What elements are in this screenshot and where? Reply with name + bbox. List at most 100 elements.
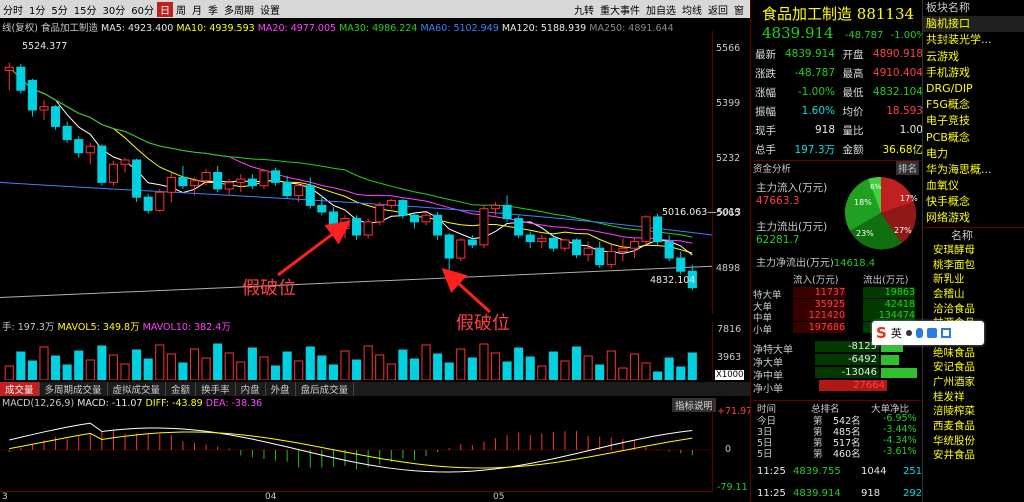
macd-chart[interactable]	[0, 410, 712, 490]
indicator-tab-2[interactable]: 虚拟成交量	[108, 382, 167, 396]
stock-item[interactable]: 涪陵榨菜	[933, 405, 975, 418]
net-row: 净大单 -6492	[753, 354, 921, 369]
svg-text:18%: 18%	[854, 198, 872, 207]
candle-body	[201, 172, 211, 182]
volume-chart[interactable]	[0, 330, 712, 380]
volume-bar	[398, 349, 408, 380]
macd-axis: +71.97 0 -79.11	[712, 400, 752, 493]
sector-item[interactable]: 手机游戏	[926, 65, 970, 79]
indicator-tab-5[interactable]: 内盘	[236, 382, 266, 396]
grid-icon[interactable]	[940, 328, 951, 338]
stock-item[interactable]: 安井食品	[933, 449, 975, 462]
ma30-line	[8, 66, 693, 238]
ime-toolbar[interactable]: S 英	[872, 321, 984, 345]
candle-body	[664, 241, 674, 259]
indicator-tab-6[interactable]: 外盘	[266, 382, 296, 396]
stock-item[interactable]: 桂发祥	[933, 390, 965, 403]
stock-item[interactable]: 华统股份	[933, 434, 975, 447]
quote-value-2: 36.68亿	[882, 143, 923, 156]
stock-item[interactable]: 新乳业	[933, 273, 965, 286]
flow-type: 特大单	[753, 290, 782, 301]
volume-bar	[352, 359, 362, 380]
quote-value: 197.3万	[794, 143, 835, 156]
net-value: -6492	[815, 354, 879, 365]
quote-label-2: 量比	[842, 124, 864, 137]
candlestick-chart[interactable]	[0, 31, 750, 314]
candle-body	[606, 250, 616, 266]
period-1[interactable]: 1分	[29, 5, 46, 17]
quote-label-2: 最高	[842, 67, 864, 80]
volume-bar	[548, 351, 558, 380]
toolbar-right-5[interactable]: 窗	[734, 5, 744, 17]
indicator-tab-7[interactable]: 盘后成交量	[296, 382, 355, 396]
rank-cell: 第	[813, 416, 823, 427]
stock-item[interactable]: 西麦食品	[933, 420, 975, 433]
stock-item[interactable]: 桃李面包	[933, 258, 975, 271]
indicator-tab-1[interactable]: 多周期成交量	[40, 382, 108, 396]
toolbox-icon[interactable]	[926, 328, 937, 338]
toolbar-right-0[interactable]: 九转	[574, 5, 594, 17]
toolbar-right-3[interactable]: 均线	[682, 5, 702, 17]
period-4[interactable]: 30分	[102, 5, 126, 17]
stock-item[interactable]: 洽洽食品	[933, 302, 975, 315]
candle-body	[108, 163, 119, 183]
stock-item[interactable]: 绝味食品	[933, 346, 975, 359]
flow-header-in: 流入(万元)	[793, 275, 839, 286]
volume-bar	[456, 348, 466, 380]
period-2[interactable]: 5分	[51, 5, 68, 17]
candle-body	[51, 106, 61, 127]
period-5[interactable]: 60分	[131, 5, 154, 17]
stock-item[interactable]: 会稽山	[933, 287, 965, 300]
candle-body	[305, 185, 315, 206]
capital-rank-button[interactable]: 排名	[895, 161, 919, 175]
stock-item[interactable]: 广州酒家	[933, 376, 975, 388]
indicator-tab-3[interactable]: 金额	[166, 382, 197, 396]
sector-item[interactable]: 华为海思概...	[926, 162, 992, 176]
stock-item[interactable]: 安琪酵母	[933, 243, 975, 256]
flow-row: 中单 121420 134474	[753, 310, 921, 324]
quote-value-2: 4910.404	[872, 67, 923, 79]
ime-mode[interactable]: 英	[890, 327, 902, 340]
candle-body	[294, 185, 304, 197]
microphone-icon[interactable]	[915, 328, 923, 338]
sector-item[interactable]: 网络游戏	[926, 211, 970, 225]
period-6[interactable]: 日	[156, 1, 173, 17]
candle-body	[537, 237, 547, 243]
candle-body	[514, 218, 524, 236]
period-10[interactable]: 多周期	[223, 5, 254, 17]
quote-row: 现手 918 量比 1.00	[755, 121, 925, 139]
flow-out: 134474	[863, 310, 915, 321]
period-7[interactable]: 周	[175, 5, 186, 17]
volume-bar	[108, 354, 119, 380]
sector-item[interactable]: PCB概念	[926, 130, 970, 144]
toolbar-right-4[interactable]: 返回	[708, 5, 728, 17]
sector-item[interactable]: 电力	[926, 146, 948, 160]
flow-type: 大单	[753, 301, 773, 313]
volume-bar	[51, 355, 61, 380]
period-0[interactable]: 分时	[3, 5, 23, 17]
sector-item[interactable]: F5G概念	[926, 98, 970, 112]
period-3[interactable]: 15分	[73, 5, 97, 17]
quote-change: -48.787	[844, 30, 884, 41]
indicator-tab-4[interactable]: 换手率	[196, 382, 236, 396]
toolbar-right-2[interactable]: 加自选	[646, 5, 676, 17]
period-8[interactable]: 月	[191, 5, 202, 17]
indicator-tab-0[interactable]: 成交量	[0, 382, 40, 396]
sector-item[interactable]: 血氧仪	[926, 179, 959, 193]
candle-body	[178, 176, 188, 187]
candle-body	[352, 218, 362, 236]
period-9[interactable]: 季	[207, 5, 218, 17]
sector-item[interactable]: DRG/DIP	[926, 81, 973, 95]
toolbar-right-1[interactable]: 重大事件	[600, 5, 640, 17]
sector-item[interactable]: 脑机接口	[923, 16, 1024, 33]
sector-item[interactable]: 电子竞技	[926, 114, 970, 128]
sector-item[interactable]: 云游戏	[926, 49, 959, 63]
sector-item[interactable]: 快手概念	[926, 195, 970, 209]
period-11[interactable]: 设置	[259, 5, 280, 17]
indicator-help-button[interactable]: 指标说明	[672, 398, 717, 412]
stock-header: 名称	[923, 226, 1024, 243]
stock-item[interactable]: 安记食品	[933, 361, 975, 374]
sector-item[interactable]: 共封装光学...	[926, 33, 992, 47]
chart-label: 线(复权)	[2, 23, 38, 34]
volume-bar	[363, 345, 373, 380]
